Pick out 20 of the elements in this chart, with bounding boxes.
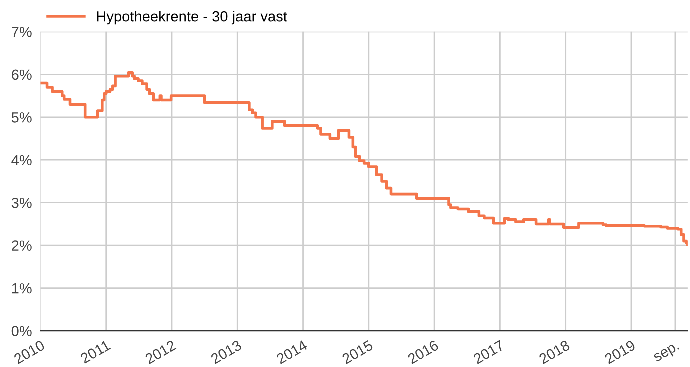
y-tick-label: 4% bbox=[12, 155, 32, 166]
y-tick-label: 1% bbox=[12, 283, 32, 294]
x-tick-label: 2017 bbox=[472, 340, 505, 364]
x-tick-label: 2011 bbox=[80, 340, 112, 364]
x-tick-label: 2018 bbox=[538, 340, 571, 364]
y-tick-label: 3% bbox=[12, 198, 32, 208]
x-tick-label: 2016 bbox=[407, 340, 440, 364]
x-tick-label: 2014 bbox=[276, 340, 308, 364]
y-tick-label: 5% bbox=[12, 112, 32, 123]
y-tick-label: 2% bbox=[12, 240, 32, 251]
x-tick-label: 2010 bbox=[13, 340, 46, 364]
y-tick-label: 0% bbox=[12, 326, 32, 336]
x-tick-label: 2015 bbox=[342, 340, 374, 364]
y-tick-label: 6% bbox=[12, 70, 32, 80]
x-tick-label: 2019 bbox=[604, 340, 636, 364]
x-tick-label: sep. bbox=[653, 342, 682, 365]
x-tick-label: 2012 bbox=[144, 340, 177, 364]
x-tick-label: 2013 bbox=[210, 340, 242, 364]
legend-label: Hypotheekrente - 30 jaar vast bbox=[97, 11, 288, 25]
y-tick-label: 7% bbox=[12, 27, 32, 38]
